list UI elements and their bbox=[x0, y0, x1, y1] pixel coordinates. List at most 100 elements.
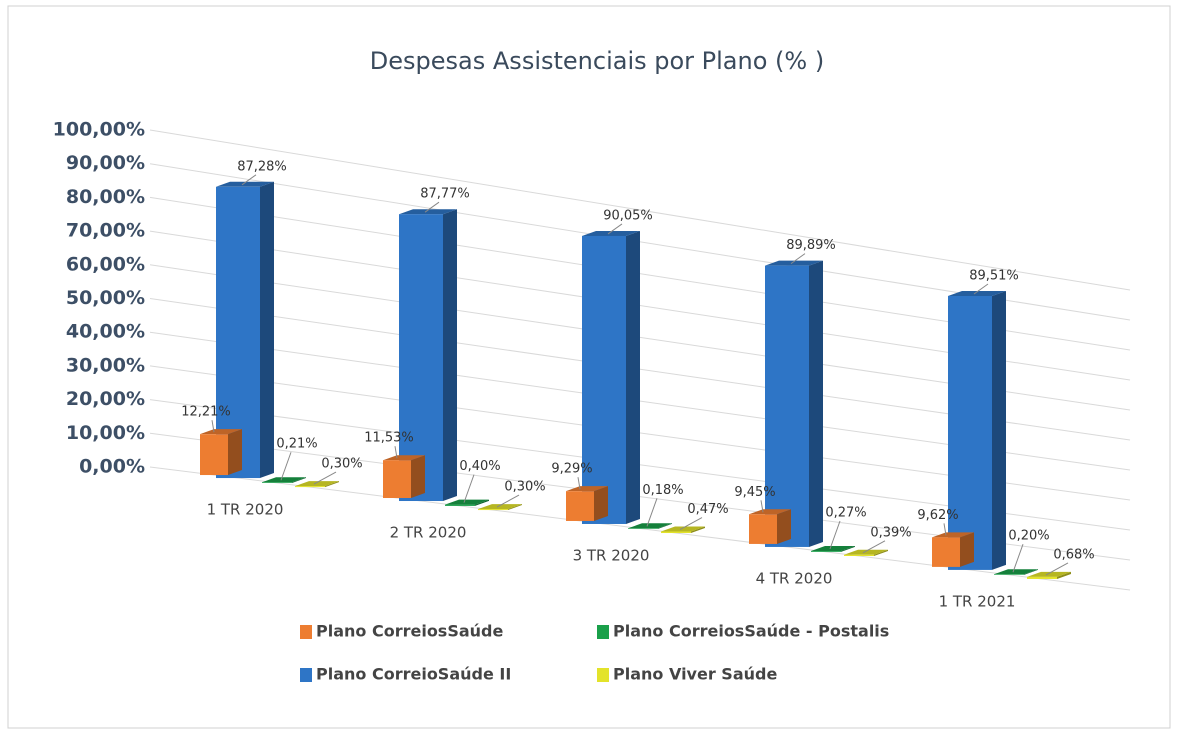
bar bbox=[1027, 571, 1071, 579]
x-tick-label: 4 TR 2020 bbox=[756, 569, 833, 587]
bar-side bbox=[658, 523, 672, 529]
value-label: 9,45% bbox=[734, 485, 775, 500]
bar-top bbox=[295, 481, 339, 487]
value-label: 0,30% bbox=[321, 457, 362, 472]
leader-line bbox=[790, 253, 806, 265]
bar-side bbox=[960, 532, 974, 567]
bar-side bbox=[691, 526, 705, 534]
grid-line bbox=[149, 129, 1131, 291]
bar-front bbox=[566, 491, 594, 521]
bar-side bbox=[411, 455, 425, 499]
value-label: 0,20% bbox=[1008, 529, 1049, 544]
bar-side bbox=[1057, 571, 1071, 579]
bar-top bbox=[566, 486, 608, 492]
bar bbox=[661, 526, 705, 534]
bar-front bbox=[383, 460, 411, 499]
leader-line bbox=[313, 471, 337, 485]
bar-front bbox=[262, 482, 292, 483]
bar-front bbox=[478, 509, 508, 511]
legend-label: Plano CorreiosSaúde - Postalis bbox=[613, 622, 889, 641]
bar bbox=[994, 569, 1038, 575]
bar-front bbox=[628, 528, 658, 529]
value-label: 0,47% bbox=[687, 502, 728, 517]
bar-side bbox=[1024, 569, 1038, 575]
bar bbox=[582, 230, 640, 524]
bar-side bbox=[260, 181, 274, 479]
leader-line bbox=[241, 174, 257, 186]
y-tick-label: 60,00% bbox=[66, 253, 145, 275]
legend-swatch bbox=[300, 668, 312, 682]
bar-side bbox=[508, 504, 522, 511]
bar bbox=[445, 499, 489, 506]
bar-side bbox=[443, 209, 457, 502]
bar-side bbox=[841, 546, 855, 552]
leader-line bbox=[463, 474, 475, 503]
bar-top bbox=[932, 532, 974, 538]
bar bbox=[628, 523, 672, 529]
bar bbox=[383, 455, 425, 499]
bar bbox=[262, 477, 306, 483]
legend-swatch bbox=[597, 668, 609, 682]
leader-line bbox=[829, 520, 841, 550]
bar bbox=[844, 549, 888, 556]
bar-side bbox=[475, 499, 489, 506]
bar-front bbox=[749, 514, 777, 544]
leader-line bbox=[862, 540, 886, 554]
leader-line bbox=[424, 201, 440, 213]
value-label: 0,30% bbox=[504, 480, 545, 495]
bar-side bbox=[228, 429, 242, 476]
bar-top bbox=[582, 230, 640, 236]
legend-label: Plano CorreioSaúde II bbox=[316, 665, 511, 684]
bar bbox=[399, 209, 457, 502]
leader-line bbox=[760, 500, 764, 513]
y-tick-label: 90,00% bbox=[66, 152, 145, 174]
bar-top bbox=[200, 429, 242, 435]
leader-line bbox=[1012, 544, 1024, 573]
legend-swatch bbox=[300, 625, 312, 639]
bar-front bbox=[200, 434, 228, 476]
bar-front bbox=[811, 551, 841, 552]
leader-line bbox=[211, 420, 215, 433]
leader-line bbox=[646, 498, 658, 527]
value-label: 89,89% bbox=[786, 238, 836, 253]
leader-line bbox=[607, 223, 623, 235]
bar-top bbox=[262, 477, 306, 483]
bar-front bbox=[765, 265, 809, 547]
bar-top bbox=[445, 499, 489, 505]
bar bbox=[948, 290, 1006, 570]
bar-top bbox=[948, 290, 1006, 296]
value-label: 90,05% bbox=[603, 208, 653, 223]
leader-line bbox=[394, 446, 398, 459]
y-tick-label: 0,00% bbox=[79, 456, 145, 478]
value-label: 0,39% bbox=[870, 525, 911, 540]
y-tick-label: 20,00% bbox=[66, 388, 145, 410]
bar-front bbox=[661, 531, 691, 534]
bar-side bbox=[594, 486, 608, 521]
leader-line bbox=[577, 477, 581, 490]
bar-top bbox=[765, 260, 823, 266]
bar-front bbox=[399, 214, 443, 502]
legend-label: Plano Viver Saúde bbox=[613, 665, 777, 684]
value-label: 0,18% bbox=[642, 483, 683, 498]
bar-top bbox=[478, 504, 522, 510]
x-tick-label: 1 TR 2020 bbox=[207, 501, 284, 519]
bar-top bbox=[844, 549, 888, 555]
value-label: 0,68% bbox=[1053, 547, 1094, 562]
chart-title: Despesas Assistenciais por Plano (% ) bbox=[370, 47, 824, 75]
bar-front bbox=[1027, 576, 1057, 579]
y-tick-label: 70,00% bbox=[66, 220, 145, 242]
bar-side bbox=[992, 290, 1006, 570]
legend-swatch bbox=[597, 625, 609, 639]
y-tick-label: 30,00% bbox=[66, 354, 145, 376]
bar-top bbox=[1027, 571, 1071, 577]
y-tick-label: 100,00% bbox=[53, 119, 145, 141]
bar-side bbox=[325, 481, 339, 488]
bar-front bbox=[948, 295, 992, 570]
leader-line bbox=[973, 283, 989, 295]
bar-top bbox=[994, 569, 1038, 575]
bar bbox=[749, 509, 791, 544]
bar bbox=[811, 546, 855, 552]
value-label: 0,40% bbox=[459, 459, 500, 474]
